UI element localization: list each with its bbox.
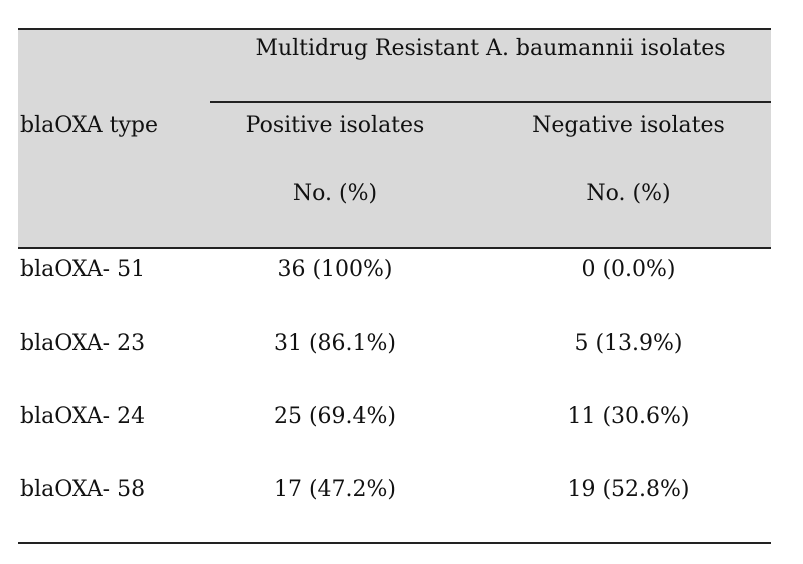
row-header: blaOXA type (20, 113, 159, 138)
column-header-positive: Positive isolates (245, 113, 425, 138)
column-unit-negative: No. (%) (586, 181, 671, 206)
group-header-rule (210, 101, 771, 103)
positive-value: 25 (69.4%) (273, 404, 397, 429)
negative-value: 11 (30.6%) (567, 404, 690, 429)
negative-value: 0 (0.0%) (581, 257, 676, 282)
positive-value: 36 (100%) (277, 257, 393, 282)
row-type-label: blaOXA- 58 (20, 477, 146, 502)
positive-value: 17 (47.2%) (273, 477, 397, 502)
table-bottom-rule (18, 542, 771, 544)
column-header-negative: Negative isolates (532, 113, 725, 138)
row-type-label: blaOXA- 24 (20, 404, 146, 429)
positive-value: 31 (86.1%) (273, 331, 397, 356)
row-type-label: blaOXA- 51 (20, 257, 146, 282)
negative-value: 5 (13.9%) (574, 331, 683, 356)
table-header (18, 28, 771, 249)
negative-value: 19 (52.8%) (567, 477, 690, 502)
group-header: Multidrug Resistant A. baumannii isolate… (255, 36, 726, 61)
row-type-label: blaOXA- 23 (20, 331, 146, 356)
column-unit-positive: No. (%) (292, 181, 378, 206)
